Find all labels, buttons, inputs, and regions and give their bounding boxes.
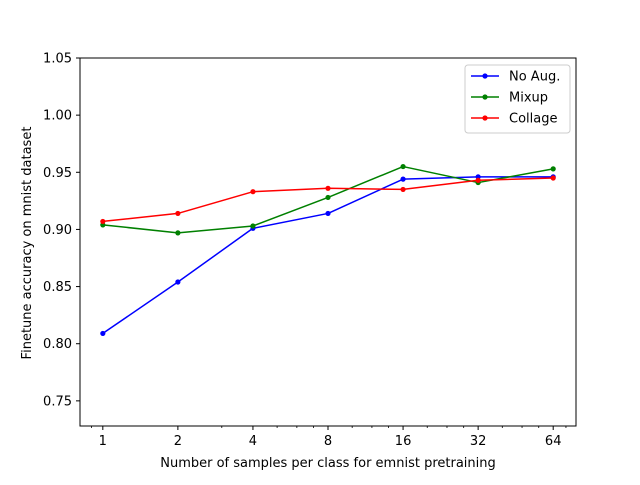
x-tick-label: 8	[324, 434, 332, 449]
y-tick-label: 0.95	[43, 166, 72, 181]
data-point	[550, 166, 556, 172]
y-tick-label: 1.00	[43, 109, 72, 124]
data-point	[175, 279, 181, 285]
data-point	[250, 223, 256, 229]
data-point	[325, 194, 331, 201]
data-point	[175, 230, 181, 236]
x-tick-label: 16	[395, 434, 412, 449]
y-axis-label: Finetune accuracy on mnist dataset	[20, 127, 35, 360]
x-tick-label: 32	[470, 434, 487, 449]
legend-entry: Collage	[471, 112, 557, 127]
y-tick-label: 0.75	[43, 394, 72, 409]
legend-label: Collage	[509, 112, 557, 127]
series-collage	[100, 175, 556, 225]
legend-entry: Mixup	[471, 91, 548, 106]
data-point	[550, 175, 556, 181]
y-tick-label: 1.05	[43, 52, 72, 67]
data-point	[100, 330, 106, 337]
data-point	[325, 210, 331, 217]
x-tick-label: 64	[545, 434, 562, 449]
legend: No Aug. Mixup Collage	[464, 64, 571, 134]
legend-label: No Aug.	[509, 70, 560, 85]
data-point	[250, 189, 256, 195]
y-tick-label: 0.90	[43, 223, 72, 238]
data-point	[400, 186, 406, 193]
legend-box	[464, 64, 571, 134]
y-tick-label: 0.80	[43, 337, 72, 352]
data-point	[400, 176, 406, 182]
y-tick-label: 0.85	[43, 280, 72, 295]
x-tick-label: 2	[174, 434, 182, 449]
legend-marker	[482, 73, 488, 79]
data-point	[400, 163, 406, 170]
x-tick-label: 1	[99, 434, 107, 449]
data-point	[175, 210, 181, 217]
legend-marker	[482, 115, 488, 121]
x-axis-label: Number of samples per class for emnist p…	[160, 456, 496, 471]
legend-entry: No Aug.	[471, 70, 560, 85]
data-point	[325, 185, 331, 191]
data-point	[100, 218, 106, 225]
data-point	[475, 177, 481, 183]
legend-marker	[482, 94, 488, 100]
x-tick-label: 4	[249, 434, 257, 449]
legend-label: Mixup	[509, 91, 548, 106]
